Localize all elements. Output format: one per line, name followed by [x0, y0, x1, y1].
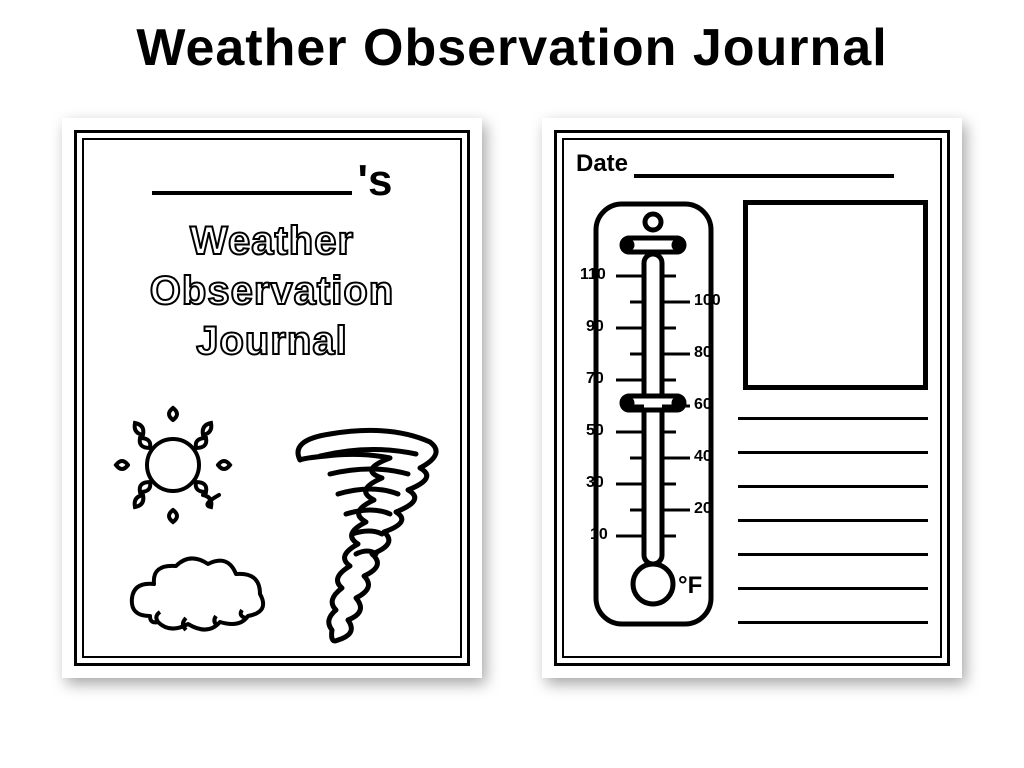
name-blank-line [152, 165, 352, 195]
writing-line [738, 518, 928, 522]
entry-body: 110 90 70 50 30 10 100 80 60 40 20 °F [570, 196, 934, 650]
tick-label: 100 [694, 292, 721, 310]
writing-lines-upper [738, 416, 928, 624]
writing-line [738, 586, 928, 590]
date-blank-line [634, 154, 894, 178]
entry-content: Date [570, 146, 934, 650]
tornado-icon [280, 420, 450, 650]
entry-page: Date [542, 118, 962, 678]
tick-label: 60 [694, 396, 712, 414]
tick-label: 20 [694, 500, 712, 518]
tick-label: 80 [694, 344, 712, 362]
tick-label: 40 [694, 448, 712, 466]
date-label: Date [576, 150, 628, 178]
cover-title-line3: Journal [196, 318, 347, 364]
weather-icons-area [90, 390, 454, 650]
writing-line [738, 552, 928, 556]
cover-page: 's Weather Observation Journal [62, 118, 482, 678]
tick-label: 10 [590, 526, 608, 544]
writing-line [738, 416, 928, 420]
cover-title-line2: Observation [150, 268, 394, 314]
date-row: Date [576, 150, 934, 178]
page-title: Weather Observation Journal [0, 0, 1024, 78]
name-line-wrap: 's [152, 156, 393, 206]
pages-container: 's Weather Observation Journal [0, 118, 1024, 678]
writing-line [738, 450, 928, 454]
tick-label: 70 [586, 370, 604, 388]
possessive-suffix: 's [358, 156, 393, 206]
sun-icon [98, 400, 248, 540]
cover-content: 's Weather Observation Journal [90, 146, 454, 650]
tick-label: 110 [580, 266, 606, 284]
writing-line [738, 484, 928, 488]
tick-label: 90 [586, 318, 604, 336]
tick-label: 30 [586, 474, 604, 492]
tick-label: 50 [586, 422, 604, 440]
cloud-icon [120, 546, 280, 646]
drawing-box [743, 200, 928, 390]
cover-title-line1: Weather [190, 218, 354, 264]
unit-label: °F [678, 572, 702, 600]
writing-line [738, 620, 928, 624]
thermometer-icon: 110 90 70 50 30 10 100 80 60 40 20 °F [576, 196, 731, 636]
